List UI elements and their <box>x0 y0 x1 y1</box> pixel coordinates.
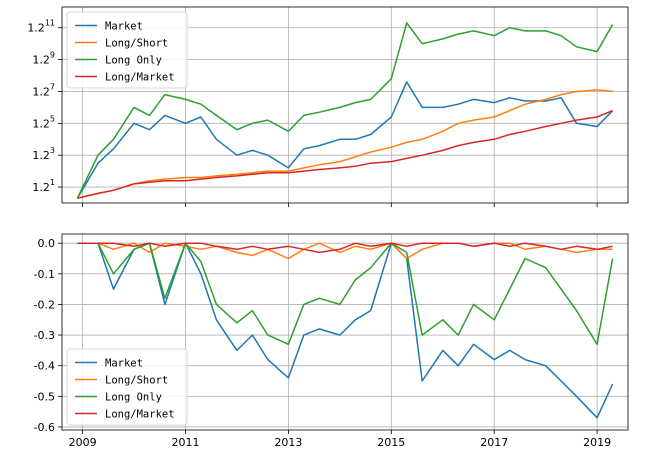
y-tick-label: 0.0 <box>38 237 56 250</box>
y-tick-label: 1.25 <box>32 114 55 130</box>
y-tick-label: -0.6 <box>34 421 55 434</box>
y-tick-label: -0.3 <box>34 329 55 342</box>
legend-item-long-only: Long Only <box>75 55 162 67</box>
y-tick-label: 1.29 <box>32 51 55 67</box>
series-line-market <box>76 81 614 199</box>
x-tick-label: 2011 <box>171 436 199 449</box>
legend-label: Long/Short <box>105 375 168 387</box>
y-tick-label: 1.21 <box>32 178 55 194</box>
series-line-long-market <box>77 109 613 199</box>
axes-frame <box>61 6 629 204</box>
series-lines <box>76 22 614 199</box>
y-tick-label: 1.211 <box>27 19 55 35</box>
legend-item-long-market: Long/Market <box>75 409 175 421</box>
legend-item-long-only: Long Only <box>75 392 162 404</box>
x-ticks <box>82 203 598 207</box>
legend: Market Long/Short Long Only Long/Market <box>66 348 188 426</box>
x-tick-label: 2013 <box>274 436 302 449</box>
series-line-market <box>77 242 614 419</box>
series-line-long-short <box>77 89 613 199</box>
y-tick-label: 1.27 <box>32 82 55 98</box>
legend-label: Long Only <box>105 55 162 67</box>
series-line-long-short <box>77 242 613 260</box>
legend-item-long-market: Long/Market <box>75 72 175 84</box>
legend-label: Long/Market <box>105 72 175 84</box>
x-tick-label: 2019 <box>583 436 611 449</box>
y-ticks: 1.21 1.23 1.25 1.27 1.29 1.211 <box>27 19 62 194</box>
x-tick-label: 2009 <box>69 436 97 449</box>
legend-label: Long Only <box>105 392 162 404</box>
legend-item-market: Market <box>75 358 143 370</box>
series-lines <box>77 242 614 419</box>
y-tick-label: -0.4 <box>34 360 55 373</box>
axes-frame <box>61 233 629 431</box>
x-tick-label: 2017 <box>480 436 508 449</box>
legend-item-long-short: Long/Short <box>75 375 168 387</box>
y-tick-label: -0.1 <box>34 268 55 281</box>
series-line-long-market <box>77 242 613 254</box>
legend-label: Market <box>105 358 143 370</box>
top-axes-cumulative-returns: 1.21 1.23 1.25 1.27 1.29 1.211 Market Long/Shor… <box>27 6 629 207</box>
series-line-long-only <box>76 22 614 199</box>
y-tick-label: -0.2 <box>34 298 55 311</box>
legend-label: Long/Short <box>105 38 168 50</box>
legend-label: Market <box>105 21 143 33</box>
bottom-axes-drawdowns: 2009 2011 2013 2015 2017 2019 0.0 -0.1 -0.2 -0.3 -… <box>34 233 629 449</box>
y-ticks: 0.0 -0.1 -0.2 -0.3 -0.4 -0.5 -0.6 <box>34 237 62 434</box>
y-tick-label: -0.5 <box>34 390 55 403</box>
legend-box <box>66 11 188 89</box>
x-ticks: 2009 2011 2013 2015 2017 2019 <box>69 430 611 449</box>
legend-item-long-short: Long/Short <box>75 38 168 50</box>
series-line-long-only <box>77 242 614 346</box>
legend-box <box>66 348 188 426</box>
legend: Market Long/Short Long Only Long/Market <box>66 11 188 89</box>
x-tick-label: 2015 <box>377 436 405 449</box>
legend-item-market: Market <box>75 21 143 33</box>
y-tick-label: 1.23 <box>32 146 55 162</box>
legend-label: Long/Market <box>105 409 175 421</box>
